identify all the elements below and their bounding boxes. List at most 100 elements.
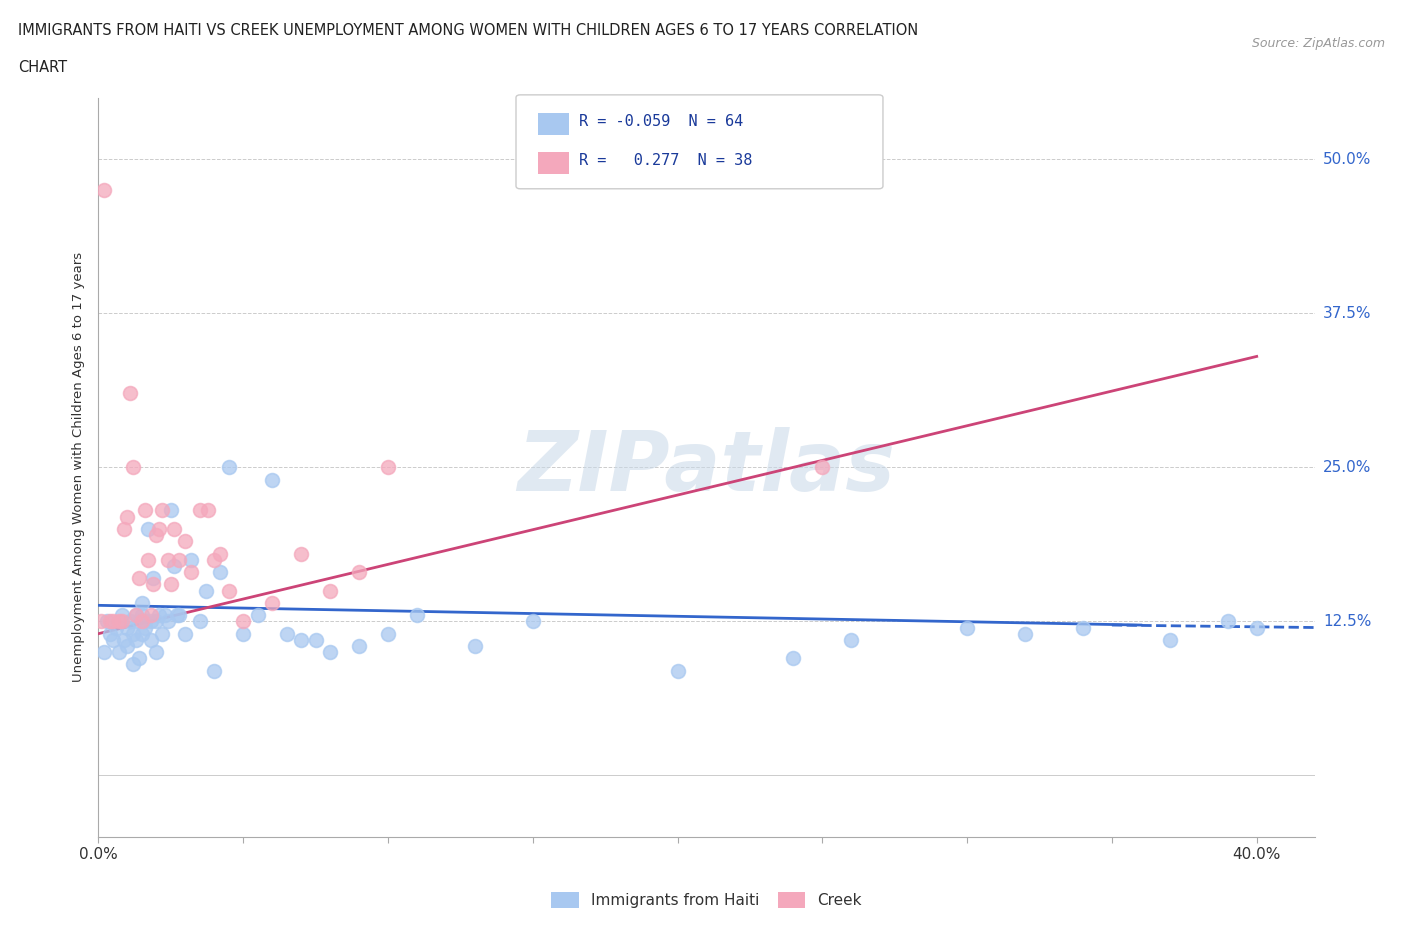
Point <box>101 614 124 629</box>
Point <box>136 552 159 567</box>
Point <box>202 552 225 567</box>
Text: R =   0.277  N = 38: R = 0.277 N = 38 <box>579 153 752 168</box>
Point <box>811 460 834 474</box>
Point <box>93 644 115 659</box>
Point <box>197 503 219 518</box>
Point <box>163 522 186 537</box>
Point <box>347 565 370 579</box>
Point <box>159 503 181 518</box>
Point <box>131 608 153 623</box>
Point <box>98 614 121 629</box>
Point <box>148 608 170 623</box>
Point <box>290 546 312 561</box>
Point <box>464 639 486 654</box>
Point <box>156 614 179 629</box>
Point <box>232 614 254 629</box>
Text: R = -0.059  N = 64: R = -0.059 N = 64 <box>579 114 744 129</box>
Point <box>145 614 167 629</box>
Point <box>107 644 129 659</box>
Point <box>262 472 284 487</box>
Point <box>319 583 342 598</box>
Point <box>96 614 118 629</box>
Point <box>150 503 173 518</box>
Point <box>120 614 142 629</box>
Point <box>406 608 429 623</box>
Point <box>232 626 254 641</box>
Point <box>139 614 162 629</box>
Point <box>218 460 240 474</box>
Point <box>262 595 284 610</box>
Point <box>377 626 399 641</box>
Point <box>122 657 145 671</box>
Point <box>148 522 170 537</box>
Point <box>139 632 162 647</box>
Point <box>180 565 202 579</box>
Point <box>159 577 181 591</box>
Text: Source: ZipAtlas.com: Source: ZipAtlas.com <box>1251 37 1385 50</box>
Point <box>122 460 145 474</box>
Point <box>180 552 202 567</box>
Point <box>131 595 153 610</box>
Point <box>104 620 127 635</box>
Point <box>1216 614 1239 629</box>
Text: 37.5%: 37.5% <box>1323 306 1371 321</box>
Point <box>377 460 399 474</box>
Point <box>114 522 136 537</box>
Point <box>120 386 142 401</box>
Point <box>666 663 689 678</box>
Point <box>1014 626 1036 641</box>
Point <box>145 644 167 659</box>
Point <box>98 626 121 641</box>
Point <box>956 620 979 635</box>
Point <box>128 614 150 629</box>
Point <box>1071 620 1094 635</box>
Point <box>163 558 186 573</box>
Point <box>131 614 153 629</box>
Text: ZIPatlas: ZIPatlas <box>517 427 896 508</box>
Point <box>290 632 312 647</box>
Point <box>1246 620 1268 635</box>
Point <box>125 608 148 623</box>
Point <box>150 626 173 641</box>
Y-axis label: Unemployment Among Women with Children Ages 6 to 17 years: Unemployment Among Women with Children A… <box>72 252 86 683</box>
Point <box>209 565 232 579</box>
Point <box>1159 632 1181 647</box>
Point <box>276 626 298 641</box>
Point <box>117 639 139 654</box>
Point <box>188 503 211 518</box>
Point <box>145 527 167 542</box>
Point <box>131 626 153 641</box>
Point <box>304 632 326 647</box>
Point <box>209 546 232 561</box>
Text: IMMIGRANTS FROM HAITI VS CREEK UNEMPLOYMENT AMONG WOMEN WITH CHILDREN AGES 6 TO : IMMIGRANTS FROM HAITI VS CREEK UNEMPLOYM… <box>18 23 918 38</box>
Point <box>166 608 188 623</box>
Point <box>347 639 370 654</box>
Point <box>114 632 136 647</box>
Point <box>110 608 132 623</box>
Point <box>156 552 179 567</box>
Point <box>246 608 269 623</box>
Point <box>319 644 342 659</box>
Point <box>117 510 139 525</box>
Point <box>117 620 139 635</box>
Point <box>169 608 191 623</box>
Point <box>136 522 159 537</box>
Point <box>174 626 197 641</box>
Point <box>128 651 150 666</box>
Point <box>782 651 804 666</box>
Point <box>839 632 862 647</box>
Point <box>134 503 156 518</box>
Point <box>522 614 544 629</box>
Point <box>125 632 148 647</box>
Point <box>153 608 176 623</box>
Point <box>93 182 115 197</box>
Point <box>142 577 165 591</box>
Point <box>134 620 156 635</box>
Point <box>107 614 129 629</box>
Point <box>169 552 191 567</box>
Point <box>101 632 124 647</box>
Point <box>218 583 240 598</box>
Point <box>139 608 162 623</box>
Text: 12.5%: 12.5% <box>1323 614 1371 629</box>
Point <box>125 608 148 623</box>
